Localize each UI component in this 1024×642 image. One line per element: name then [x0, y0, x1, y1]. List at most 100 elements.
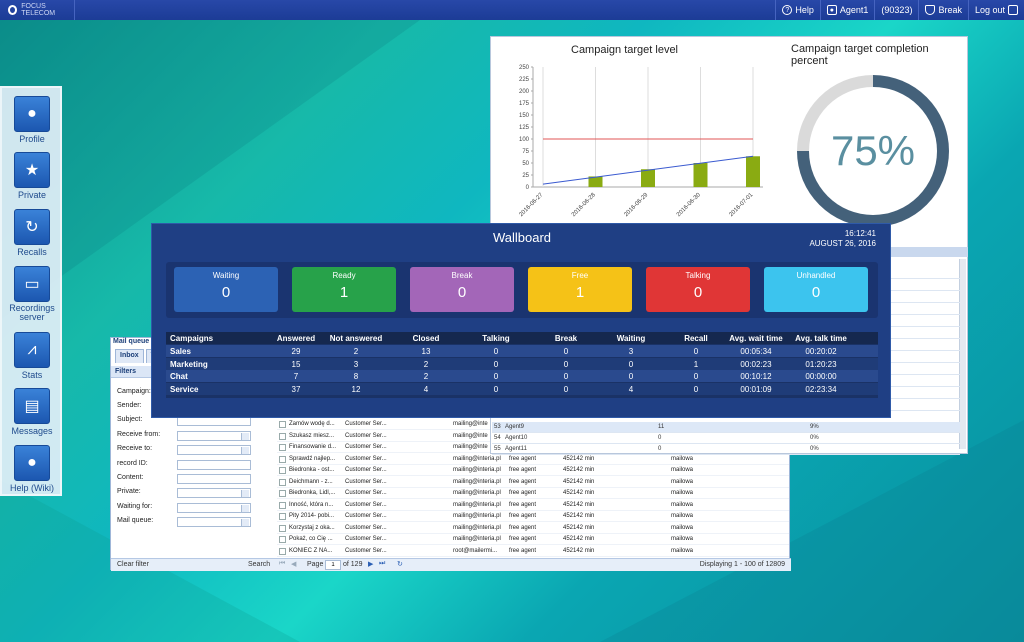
filter-select[interactable] — [177, 488, 251, 498]
cell-subject: Inność, która n... — [289, 501, 334, 508]
sidebar-item-recalls[interactable]: ↻ Recalls — [2, 209, 62, 257]
page-input[interactable] — [325, 560, 341, 570]
table-row: Service 37 12 4 0 0 4 0 00:01:09 02:23:34 — [166, 382, 878, 395]
stat-value: 0 — [221, 284, 231, 301]
table-cell: 0 — [628, 372, 634, 381]
row-checkbox[interactable] — [279, 524, 286, 532]
table-cell: Sales — [170, 347, 191, 356]
break-button[interactable]: Break — [918, 0, 968, 20]
prev-page-icon[interactable]: ◀ — [291, 561, 297, 568]
agent-button[interactable]: ● Agent1 — [819, 0, 875, 20]
table-cell: 7 — [293, 372, 299, 381]
wallboard-title: Wallboard — [492, 230, 552, 245]
top-bar: FOCUS TELECOM ? Help ● Agent1 (90323) Brea… — [0, 0, 1024, 20]
stat-value: 0 — [457, 284, 467, 301]
cell-subject: KONIEC Z NA... — [289, 547, 333, 554]
filter-input[interactable] — [177, 460, 251, 470]
table-cell: 0 — [563, 359, 569, 369]
table-cell: Chat — [170, 372, 188, 381]
last-page-icon[interactable]: ⏭ — [379, 560, 386, 567]
cell-subject: Deichmann - z... — [289, 478, 333, 485]
row-checkbox[interactable] — [279, 513, 286, 520]
table-cell: 0 — [493, 372, 499, 381]
table-header: Campaigns Answered Not answered Closed Talki… — [166, 332, 878, 344]
cell-sender: mailing@inte — [453, 444, 488, 450]
next-page-icon[interactable]: ▶ — [368, 561, 374, 568]
column-header: Avg. talk time — [795, 334, 847, 343]
sidebar-item-profile[interactable]: ● Profile — [2, 96, 62, 144]
messages-icon: ▤ — [14, 388, 50, 424]
row-checkbox[interactable] — [279, 467, 286, 474]
cell-campaign: Customer Ser... — [345, 490, 387, 496]
search-link[interactable]: Search — [248, 561, 271, 568]
list-row — [882, 280, 960, 291]
table-row[interactable]: KONIEC Z NA... Customer Ser... root@mailer… — [277, 546, 789, 557]
filter-label: Subject: — [117, 416, 143, 423]
list-row — [882, 316, 960, 327]
table-row[interactable]: Biedronka, Lidl,... Customer Ser... mailin… — [277, 488, 789, 499]
sidebar-item-private[interactable]: ★ Private — [2, 152, 62, 200]
help-icon: ? — [782, 5, 793, 15]
row-checkbox[interactable] — [279, 536, 286, 543]
filter-date-input[interactable] — [177, 445, 251, 455]
column-header: Waiting — [616, 334, 646, 343]
y-tick-label: 50 — [522, 161, 529, 167]
sidebar-item-messages[interactable]: ▤ Messages — [2, 388, 62, 436]
row-checkbox[interactable] — [279, 444, 286, 451]
table-cell: 3 — [353, 359, 359, 369]
table-cell: 12 — [351, 384, 361, 394]
mail-window-title: Mail queue m — [113, 338, 158, 345]
stat-card-talking: Talking 0 — [646, 267, 750, 312]
filter-select[interactable] — [177, 517, 251, 527]
filter-select[interactable] — [177, 503, 251, 513]
first-page-icon[interactable]: ⏮ — [279, 560, 286, 567]
row-checkbox[interactable] — [279, 421, 286, 428]
stat-label: Waiting — [212, 271, 240, 280]
help-button[interactable]: ? Help — [775, 0, 820, 20]
table-row[interactable]: Pity 2014- pobi... Customer Ser... mailing… — [277, 511, 789, 522]
agent-row[interactable]: 54 Agent10 0 0% — [492, 433, 960, 444]
list-row — [882, 364, 960, 375]
clear-filter-link[interactable]: Clear filter — [117, 561, 149, 568]
row-checkbox[interactable] — [279, 547, 286, 555]
logout-button[interactable]: Log out — [967, 0, 1024, 20]
cell-wait: 452142 min — [563, 536, 595, 542]
scrollbar[interactable] — [959, 259, 966, 449]
agent-row[interactable]: 53 Agent9 11 9% — [492, 422, 960, 433]
cell-campaign: Customer Ser... — [345, 536, 387, 542]
sidebar-item-help-wiki[interactable]: ● Help (Wiki) — [2, 445, 62, 493]
agent-cell-count: 0 — [658, 446, 662, 452]
row-checkbox[interactable] — [279, 478, 286, 486]
agent-cell-name: Agent11 — [505, 446, 527, 452]
agent-row[interactable]: 55 Agent11 0 0% — [492, 444, 960, 455]
row-checkbox[interactable] — [279, 490, 286, 497]
table-row[interactable]: Sprawdź najlep... Customer Ser... mailing@… — [277, 454, 789, 465]
table-row[interactable]: Deichmann - z... Customer Ser... mailing@i… — [277, 477, 789, 488]
cell-campaign: Customer Ser... — [345, 478, 387, 485]
sidebar-item-stats[interactable]: ⩘ Stats — [2, 332, 62, 380]
completion-donut: 75% — [797, 75, 949, 227]
y-tick-label: 125 — [519, 125, 530, 131]
stat-value: 1 — [339, 284, 349, 301]
table-row[interactable]: Inność, która n... Customer Ser... mailing… — [277, 500, 789, 511]
row-checkbox[interactable] — [279, 432, 286, 440]
cell-sender: mailing@interia.pl — [453, 478, 501, 485]
row-checkbox[interactable] — [279, 455, 286, 463]
x-tick-label: 2016-06-29 — [623, 192, 649, 218]
cell-sender: mailing@inte — [453, 432, 488, 439]
sidebar-item-recordings[interactable]: ▭ Recordings server — [2, 266, 62, 322]
filter-input[interactable] — [177, 474, 251, 484]
refresh-icon[interactable]: ↻ — [397, 561, 403, 568]
tab-inbox[interactable]: Inbox — [115, 349, 144, 363]
filter-label: Private: — [117, 488, 141, 495]
cell-subject: Sprawdź najlep... — [289, 455, 336, 462]
filter-date-input[interactable] — [177, 431, 251, 441]
row-checkbox[interactable] — [279, 501, 286, 509]
table-row[interactable]: Pokaż, co Cię ... Customer Ser... mailing@… — [277, 534, 789, 545]
column-header: Talking — [482, 334, 510, 343]
table-row[interactable]: Biedronka - ost... Customer Ser... mailing… — [277, 465, 789, 476]
table-row[interactable]: Korzystaj z oka... Customer Ser... mailing… — [277, 523, 789, 534]
table-cell: 4 — [423, 384, 429, 394]
y-tick-label: 200 — [519, 89, 530, 95]
cell-sender: mailing@interia.pl — [453, 536, 501, 542]
